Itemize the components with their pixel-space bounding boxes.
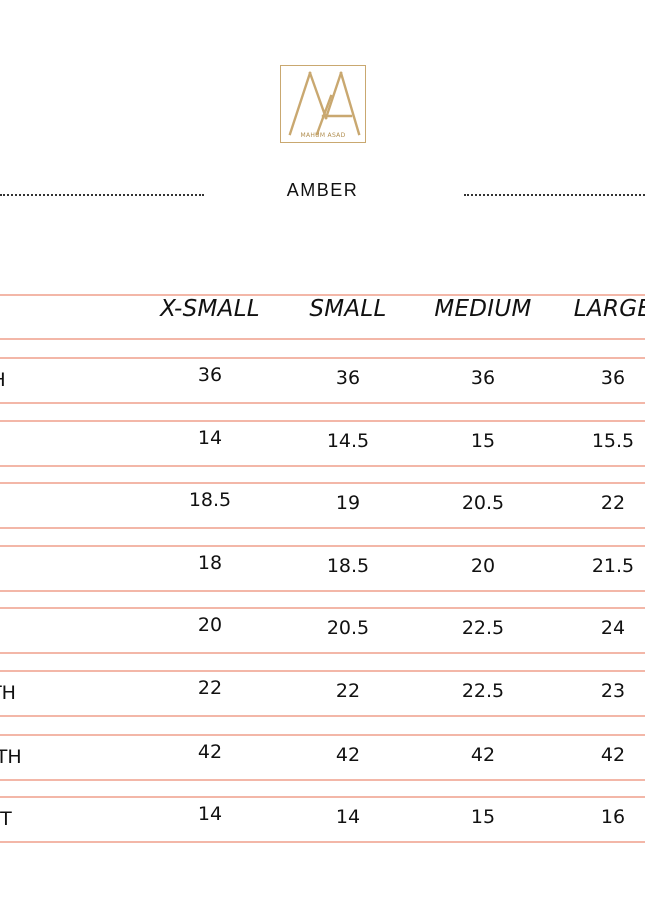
collection-title: AMBER xyxy=(286,180,359,200)
table-rule xyxy=(0,652,645,654)
brand-logo: MAHUM ASAD xyxy=(280,65,366,143)
table-cell: 36 xyxy=(335,367,361,389)
table-rule xyxy=(0,734,645,736)
table-rule xyxy=(0,590,645,592)
table-cell: 36 xyxy=(197,364,223,386)
table-rule xyxy=(0,338,645,340)
table-cell: 21.5 xyxy=(591,555,635,577)
table-rule xyxy=(0,779,645,781)
ma-monogram-icon xyxy=(288,71,361,136)
table-cell: 42 xyxy=(197,741,223,763)
table-rule xyxy=(0,715,645,717)
table-cell: 14.5 xyxy=(326,430,370,452)
table-rule xyxy=(0,465,645,467)
table-cell: 14 xyxy=(335,806,361,828)
table-rule xyxy=(0,607,645,609)
table-cell: 23 xyxy=(600,680,626,702)
table-cell: 14 xyxy=(197,803,223,825)
table-cell: 16 xyxy=(600,806,626,828)
table-cell: 20 xyxy=(470,555,496,577)
table-cell: 20 xyxy=(197,614,223,636)
column-header-x-small: X-SMALL xyxy=(160,296,260,322)
table-cell: 18.5 xyxy=(326,555,370,577)
table-rule xyxy=(0,527,645,529)
table-cell: 36 xyxy=(600,367,626,389)
row-label: GTH xyxy=(0,682,16,704)
table-cell: 18 xyxy=(197,552,223,574)
table-cell: 20.5 xyxy=(461,492,505,514)
column-header-medium: MEDIUM xyxy=(434,296,532,322)
table-cell: 22.5 xyxy=(461,617,505,639)
table-cell: 22 xyxy=(197,677,223,699)
table-cell: 24 xyxy=(600,617,626,639)
table-cell: 14 xyxy=(197,427,223,449)
table-rule xyxy=(0,796,645,798)
table-rule xyxy=(0,670,645,672)
table-rule xyxy=(0,357,645,359)
table-cell: 15 xyxy=(470,430,496,452)
table-cell: 42 xyxy=(335,744,361,766)
table-cell: 18.5 xyxy=(188,489,232,511)
table-rule xyxy=(0,420,645,422)
table-rule xyxy=(0,294,645,296)
row-label: NGTH xyxy=(0,746,22,768)
table-rule xyxy=(0,841,645,843)
table-cell: 15 xyxy=(470,806,496,828)
logo-text: MAHUM ASAD xyxy=(300,132,346,139)
table-rule xyxy=(0,545,645,547)
table-rule xyxy=(0,482,645,484)
table-cell: 20.5 xyxy=(326,617,370,639)
table-rule xyxy=(0,402,645,404)
row-label: IST xyxy=(0,808,12,830)
table-cell: 42 xyxy=(600,744,626,766)
row-label: H xyxy=(0,369,6,391)
table-cell: 22 xyxy=(335,680,361,702)
table-cell: 15.5 xyxy=(591,430,635,452)
column-header-small: SMALL xyxy=(309,296,387,322)
divider-left xyxy=(0,194,204,196)
table-cell: 22.5 xyxy=(461,680,505,702)
table-cell: 42 xyxy=(470,744,496,766)
table-cell: 19 xyxy=(335,492,361,514)
divider-right xyxy=(464,194,645,196)
table-cell: 22 xyxy=(600,492,626,514)
column-header-large: LARGE xyxy=(573,296,645,322)
table-cell: 36 xyxy=(470,367,496,389)
